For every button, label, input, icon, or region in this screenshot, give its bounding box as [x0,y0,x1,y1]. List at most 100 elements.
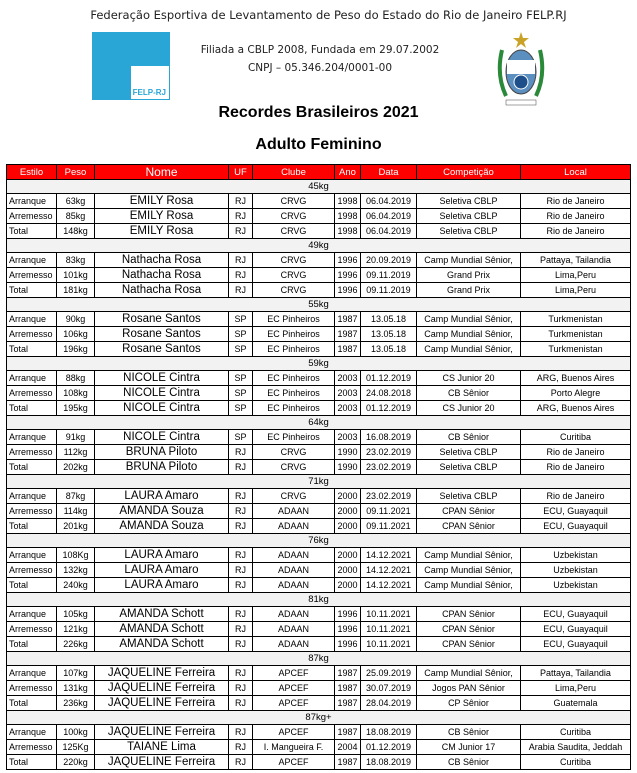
cell-clube: APCEF [252,754,335,770]
cell-ano: 1996 [334,267,361,283]
cell-data: 06.04.2019 [360,193,417,209]
cell-local: Arabia Saudita, Jeddah [520,739,631,755]
cell-clube: CRVG [252,459,335,475]
cell-competicao: Camp Mundial Sênior, [416,252,521,268]
cell-local: Lima,Peru [520,680,631,696]
cell-uf: RJ [228,680,253,696]
cell-competicao: Camp Mundial Sênior, [416,326,521,342]
record-row: Total 148kg EMILY Rosa RJ CRVG 1998 06.04.2019… [6,223,631,239]
cell-peso: 112kg [56,444,95,460]
cell-peso: 148kg [56,223,95,239]
cell-peso: 196kg [56,341,95,357]
cell-uf: RJ [228,636,253,652]
column-header-clube: Clube [252,164,335,180]
cell-local: Curitiba [520,724,631,740]
weight-category-label: 87kg+ [6,710,631,725]
cell-clube: EC Pinheiros [252,311,335,327]
cell-local: Rio de Janeiro [520,223,631,239]
cell-uf: SP [228,370,253,386]
record-row: Arranque 83kg Nathacha Rosa RJ CRVG 1996 20.09… [6,252,631,268]
cell-peso: 101kg [56,267,95,283]
cell-peso: 125Kg [56,739,95,755]
cell-uf: RJ [228,503,253,519]
cell-nome: NICOLE Cintra [94,385,229,401]
cell-uf: RJ [228,739,253,755]
cell-estilo: Arremesso [6,621,57,637]
cell-local: Rio de Janeiro [520,193,631,209]
cell-ano: 1996 [334,282,361,298]
cell-ano: 1987 [334,754,361,770]
cell-data: 30.07.2019 [360,680,417,696]
weight-category-row: 45kg [6,179,631,194]
cell-data: 16.08.2019 [360,429,417,445]
weight-category-label: 59kg [6,356,631,371]
record-row: Arranque 90kg Rosane Santos SP EC Pinheiros 1… [6,311,631,327]
record-row: Arranque 105kg AMANDA Schott RJ ADAAN 1996 10.… [6,606,631,622]
weight-category-row: 76kg [6,533,631,548]
record-row: Arremesso 108kg NICOLE Cintra SP EC Pinheiro… [6,385,631,401]
cell-uf: SP [228,429,253,445]
cell-data: 09.11.2019 [360,267,417,283]
cell-ano: 1996 [334,252,361,268]
cell-clube: CRVG [252,488,335,504]
column-header-data: Data [360,164,417,180]
cell-data: 14.12.2021 [360,577,417,593]
cell-peso: 85kg [56,208,95,224]
record-row: Arremesso 101kg Nathacha Rosa RJ CRVG 1996 09.… [6,267,631,283]
weight-category-label: 64kg [6,415,631,430]
cell-data: 09.11.2021 [360,503,417,519]
cell-clube: CRVG [252,223,335,239]
cell-estilo: Arremesso [6,503,57,519]
cell-estilo: Arranque [6,488,57,504]
record-row: Arremesso 131kg JAQUELINE Ferreira RJ APCEF 1… [6,680,631,696]
cell-local: ECU, Guayaquil [520,606,631,622]
cell-ano: 1998 [334,208,361,224]
cell-data: 24.08.2018 [360,385,417,401]
cell-estilo: Arranque [6,724,57,740]
cell-estilo: Total [6,518,57,534]
cell-local: Uzbekistan [520,547,631,563]
cell-nome: Rosane Santos [94,311,229,327]
cell-estilo: Arranque [6,252,57,268]
cell-estilo: Total [6,459,57,475]
cell-uf: SP [228,341,253,357]
cell-local: Pattaya, Tailandia [520,252,631,268]
cell-local: Uzbekistan [520,562,631,578]
cell-peso: 90kg [56,311,95,327]
weight-category-row: 55kg [6,297,631,312]
cell-estilo: Arremesso [6,680,57,696]
cell-nome: JAQUELINE Ferreira [94,680,229,696]
cell-local: Turkmenistan [520,311,631,327]
cell-ano: 1990 [334,444,361,460]
cell-nome: NICOLE Cintra [94,400,229,416]
record-row: Total 181kg Nathacha Rosa RJ CRVG 1996 09.11.2… [6,282,631,298]
cell-ano: 1987 [334,341,361,357]
cell-competicao: CPAN Sênior [416,606,521,622]
record-row: Arremesso 125Kg TAIANE Lima RJ I. Mangueira … [6,739,631,755]
cell-uf: RJ [228,754,253,770]
cell-ano: 1987 [334,665,361,681]
column-header-estilo: Estilo [6,164,57,180]
cell-local: Rio de Janeiro [520,208,631,224]
cell-data: 23.02.2019 [360,459,417,475]
cell-clube: ADAAN [252,577,335,593]
cell-ano: 2003 [334,429,361,445]
rio-de-janeiro-crest-icon [497,32,545,106]
weight-category-label: 45kg [6,179,631,194]
cell-uf: SP [228,400,253,416]
cell-peso: 100kg [56,724,95,740]
cell-peso: 202kg [56,459,95,475]
cell-data: 13.05.18 [360,341,417,357]
cell-data: 06.04.2019 [360,208,417,224]
cell-estilo: Arremesso [6,208,57,224]
cell-peso: 114kg [56,503,95,519]
cell-uf: RJ [228,267,253,283]
cell-clube: ADAAN [252,518,335,534]
cell-clube: EC Pinheiros [252,385,335,401]
cell-competicao: Grand Prix [416,282,521,298]
cell-nome: BRUNA Piloto [94,459,229,475]
cell-estilo: Arranque [6,547,57,563]
cell-peso: 83kg [56,252,95,268]
cell-ano: 2000 [334,547,361,563]
cell-uf: RJ [228,724,253,740]
